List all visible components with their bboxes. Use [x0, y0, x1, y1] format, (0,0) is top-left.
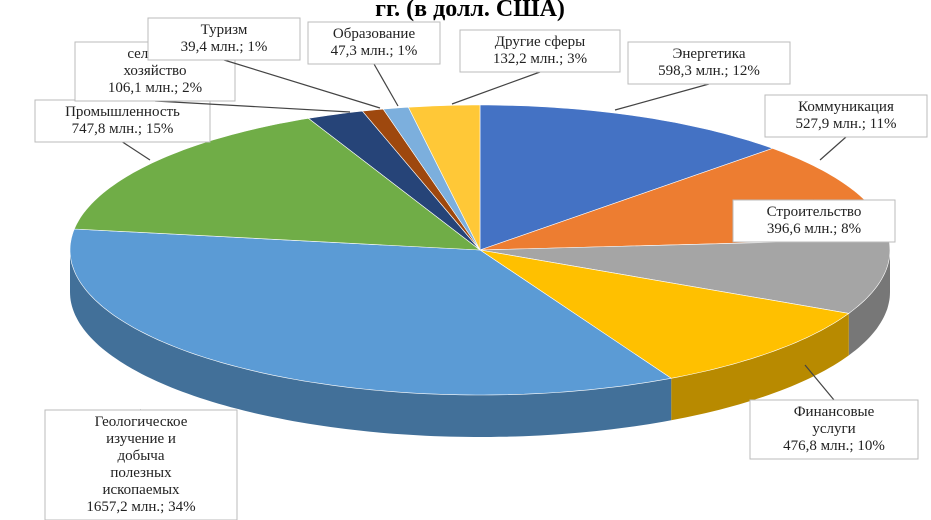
- slice: [307, 110, 481, 251]
- label-box: [34, 99, 211, 143]
- category-label: Энергетика: [672, 46, 745, 62]
- slice: [69, 228, 672, 396]
- slice: [479, 238, 891, 314]
- label-line: изучение и: [106, 431, 176, 447]
- category-label: Финансовые услуги: [794, 404, 875, 437]
- slice: [479, 104, 774, 251]
- label-line: Промышленность: [65, 104, 180, 120]
- label-line: Энергетика: [672, 46, 745, 62]
- label-box: [732, 199, 896, 243]
- value-label: 476,8 млн.; 10%: [783, 438, 885, 454]
- label-line: услуги: [812, 421, 855, 437]
- category-label: Образование: [333, 26, 416, 42]
- label-box: [307, 21, 441, 65]
- label-line: Финансовые: [794, 404, 875, 420]
- label-line: Туризм: [201, 22, 248, 38]
- slice-side: [671, 313, 849, 421]
- category-label: Туризм: [201, 22, 248, 38]
- label-box: [44, 409, 238, 520]
- slice-side: [848, 250, 890, 356]
- slice: [407, 104, 481, 251]
- category-label: Промышленность: [65, 104, 180, 120]
- label-line: Коммуникация: [798, 99, 894, 115]
- category-label: Другие сферы: [495, 34, 585, 50]
- value-label: 527,9 млн.; 11%: [795, 116, 896, 132]
- label-line: Образование: [333, 26, 416, 42]
- label-line: добыча: [117, 448, 164, 464]
- leader-line: [154, 100, 351, 113]
- slice-side: [70, 250, 672, 437]
- value-label: 747,8 млн.; 15%: [72, 121, 174, 137]
- leader-line: [373, 63, 399, 107]
- label-box: [764, 94, 928, 138]
- label-box: [749, 399, 919, 460]
- category-label: Строительство: [767, 204, 862, 220]
- value-label: 598,3 млн.; 12%: [658, 63, 760, 79]
- slice: [73, 117, 481, 251]
- slice: [479, 249, 850, 379]
- label-box: [147, 17, 301, 61]
- leader-line: [819, 136, 847, 161]
- label-line: полезных: [110, 465, 172, 481]
- leader-line: [223, 59, 381, 109]
- leader-line: [614, 83, 710, 111]
- value-label: 47,3 млн.; 1%: [331, 43, 418, 59]
- leader-line: [122, 141, 151, 161]
- label-line: Строительство: [767, 204, 862, 220]
- label-box: [627, 41, 791, 85]
- leader-line: [804, 364, 835, 401]
- leader-line: [451, 71, 541, 105]
- value-label: 396,6 млн.; 8%: [767, 221, 861, 237]
- category-label: Коммуникация: [798, 99, 894, 115]
- label-line: Геологическое: [95, 414, 188, 430]
- chart-title: гг. (в долл. США): [375, 0, 565, 22]
- category-label: Геологическое изучение и добыча полезных иск…: [95, 414, 188, 498]
- label-line: Другие сферы: [495, 34, 585, 50]
- value-label: 132,2 млн.; 3%: [493, 51, 587, 67]
- value-label: 106,1 млн.; 2%: [108, 80, 202, 96]
- label-box: [459, 29, 621, 73]
- label-line: хозяйство: [124, 63, 187, 79]
- value-label: 39,4 млн.; 1%: [181, 39, 268, 55]
- label-line: ископаемых: [102, 482, 180, 498]
- value-label: 1657,2 млн.; 34%: [86, 499, 195, 515]
